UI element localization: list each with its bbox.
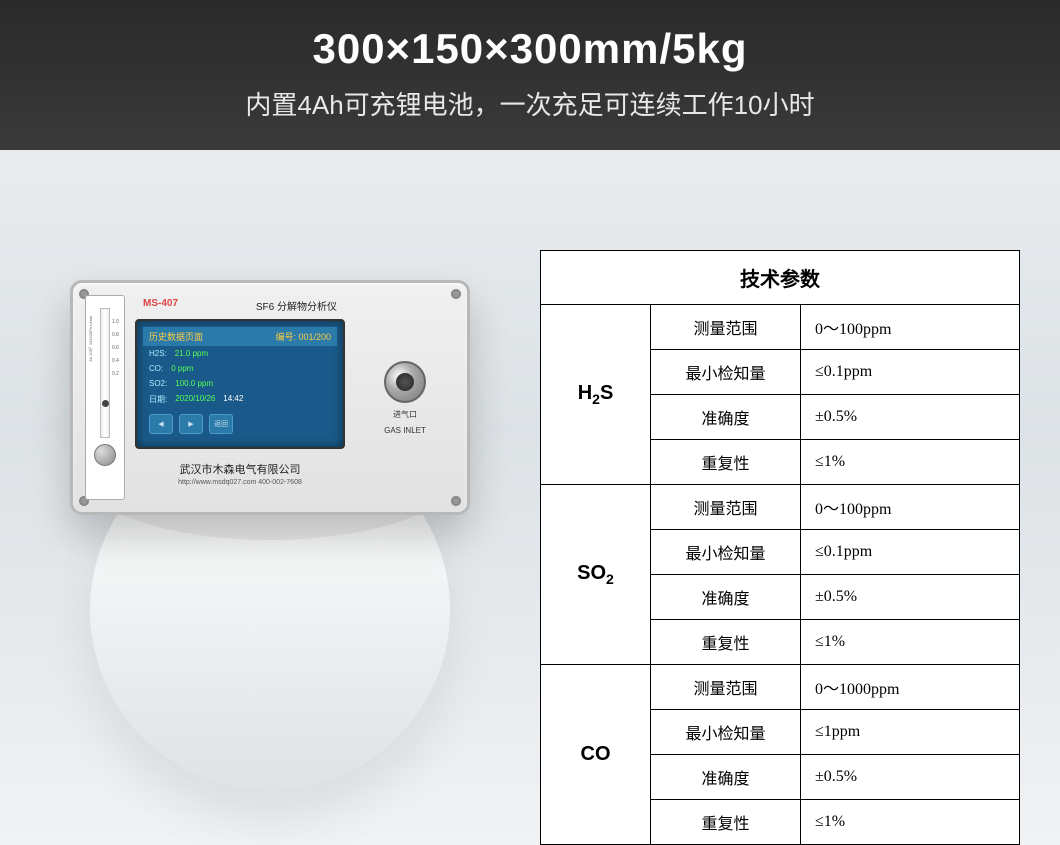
flowmeter: Air 20℃ 101325Pa L/min 1.0 0.8 0.6 0.4 0…: [85, 295, 125, 500]
gas-inlet-port: [384, 361, 426, 403]
param-label: 重复性: [651, 620, 801, 665]
gas-h2s: H2S: [541, 305, 651, 485]
param-value: 0～100ppm: [801, 485, 1020, 530]
spec-title: 技术参数: [541, 251, 1020, 305]
param-label: 测量范围: [651, 485, 801, 530]
model-label: MS-407: [143, 298, 178, 313]
back-icon: 返回: [209, 414, 233, 434]
main-content: Air 20℃ 101325Pa L/min 1.0 0.8 0.6 0.4 0…: [0, 150, 1060, 845]
param-label: 准确度: [651, 755, 801, 800]
header-banner: 300×150×300mm/5kg 内置4Ah可充锂电池，一次充足可连续工作10…: [0, 0, 1060, 150]
inlet-inner-icon: [396, 373, 414, 391]
gas-inlet-area: 进气口 GAS INLET: [355, 295, 455, 500]
param-label: 测量范围: [651, 305, 801, 350]
device-title: SF6 分解物分析仪: [256, 298, 337, 313]
gas-so2: SO2: [541, 485, 651, 665]
product-shot: Air 20℃ 101325Pa L/min 1.0 0.8 0.6 0.4 0…: [0, 150, 540, 845]
param-value: 0～100ppm: [801, 305, 1020, 350]
spec-table-area: 技术参数 H2S 测量范围 0～100ppm 最小检知量 ≤0.1ppm 准确度…: [540, 150, 1060, 845]
screen-page-title: 历史数据页面: [149, 330, 203, 343]
param-value: ±0.5%: [801, 755, 1020, 800]
flow-ball-icon: [102, 400, 109, 407]
lcd-screen: 历史数据页面 编号: 001/200 H2S: 21.0 ppm CO: 0 p…: [135, 319, 345, 449]
param-value: ≤1ppm: [801, 710, 1020, 755]
param-label: 最小检知量: [651, 350, 801, 395]
spec-table: 技术参数 H2S 测量范围 0～100ppm 最小检知量 ≤0.1ppm 准确度…: [540, 250, 1020, 845]
battery-subtitle: 内置4Ah可充锂电池，一次充足可连续工作10小时: [0, 85, 1060, 122]
param-label: 重复性: [651, 800, 801, 845]
param-label: 准确度: [651, 575, 801, 620]
param-value: ≤1%: [801, 620, 1020, 665]
param-value: ≤1%: [801, 800, 1020, 845]
screw-icon: [451, 289, 461, 299]
screen-page-number: 编号: 001/200: [275, 330, 331, 343]
dimensions-title: 300×150×300mm/5kg: [0, 25, 1060, 73]
param-value: ±0.5%: [801, 395, 1020, 440]
param-value: ±0.5%: [801, 575, 1020, 620]
param-value: ≤0.1ppm: [801, 530, 1020, 575]
reading-row: CO: 0 ppm: [143, 361, 337, 376]
param-label: 准确度: [651, 395, 801, 440]
company-name: 武汉市木森电气有限公司: [135, 461, 345, 477]
inlet-label-cn: 进气口: [393, 409, 417, 420]
flow-scale: 1.0 0.8 0.6 0.4 0.2: [112, 316, 119, 381]
company-contact: http://www.msdq027.com 400-002-7608: [135, 479, 345, 486]
next-icon: ▶: [179, 414, 203, 434]
reading-row: SO2: 100.0 ppm: [143, 376, 337, 391]
flowmeter-label: Air 20℃ 101325Pa L/min: [88, 316, 93, 362]
reading-row: H2S: 21.0 ppm: [143, 346, 337, 361]
param-label: 最小检知量: [651, 530, 801, 575]
param-label: 测量范围: [651, 665, 801, 710]
param-label: 最小检知量: [651, 710, 801, 755]
flow-knob: [94, 444, 116, 466]
screw-icon: [451, 496, 461, 506]
param-value: 0～1000ppm: [801, 665, 1020, 710]
param-value: ≤1%: [801, 440, 1020, 485]
screen-area: MS-407 SF6 分解物分析仪 历史数据页面 编号: 001/200 H2S…: [135, 295, 345, 500]
device-front-panel: Air 20℃ 101325Pa L/min 1.0 0.8 0.6 0.4 0…: [70, 280, 470, 515]
prev-icon: ◀: [149, 414, 173, 434]
gas-co: CO: [541, 665, 651, 845]
param-label: 重复性: [651, 440, 801, 485]
inlet-label-en: GAS INLET: [384, 426, 426, 435]
reading-row: 日期: 2020/10/26 14:42: [143, 391, 337, 408]
flow-tube: [100, 308, 110, 438]
param-value: ≤0.1ppm: [801, 350, 1020, 395]
